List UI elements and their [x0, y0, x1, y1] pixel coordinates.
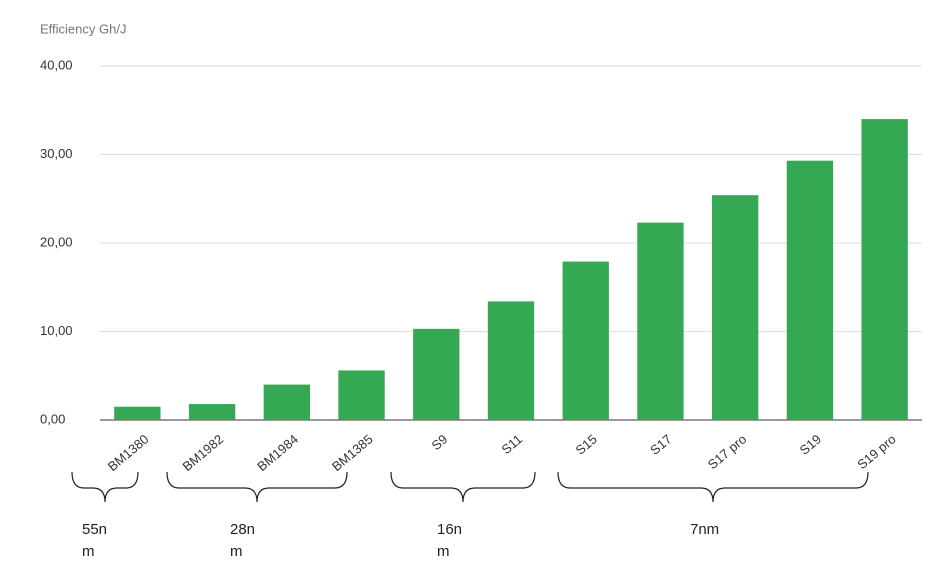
x-tick-label: S15	[572, 431, 599, 457]
x-tick-label: S11	[499, 431, 526, 457]
x-tick-label: BM1984	[254, 431, 301, 474]
x-tick-label: S19	[797, 431, 824, 457]
bar	[114, 406, 161, 420]
group-brace	[557, 471, 869, 503]
x-tick-label: S9	[429, 431, 451, 453]
y-tick-label: 20,00	[40, 234, 73, 249]
group-label: 16nm	[437, 521, 463, 560]
bar	[562, 261, 609, 420]
bar	[861, 119, 908, 420]
bar	[786, 160, 834, 420]
x-tick-label: BM1385	[329, 431, 376, 474]
x-tick-label: BM1380	[105, 431, 152, 474]
group-label: 55nm	[82, 521, 108, 560]
bar	[637, 222, 684, 420]
bar	[338, 370, 385, 420]
bar	[413, 328, 460, 420]
y-tick-label: 40,00	[40, 57, 73, 72]
y-axis-title: Efficiency Gh/J	[40, 21, 126, 36]
bar	[188, 404, 236, 420]
x-tick-label: S19 pro	[854, 431, 899, 472]
group-brace	[390, 471, 536, 503]
x-tick-label: S17 pro	[705, 431, 750, 472]
bar	[712, 195, 759, 420]
group-label: 28nm	[230, 521, 256, 560]
bar	[487, 301, 535, 420]
y-tick-label: 30,00	[40, 146, 73, 161]
group-label: 7nm	[690, 521, 720, 538]
group-brace	[166, 471, 348, 503]
group-brace	[71, 471, 139, 503]
x-tick-label: BM1982	[179, 431, 226, 474]
x-tick-label: S17	[647, 431, 674, 457]
y-tick-label: 10,00	[40, 323, 73, 338]
bar	[263, 384, 310, 420]
y-tick-label: 0,00	[40, 411, 65, 426]
